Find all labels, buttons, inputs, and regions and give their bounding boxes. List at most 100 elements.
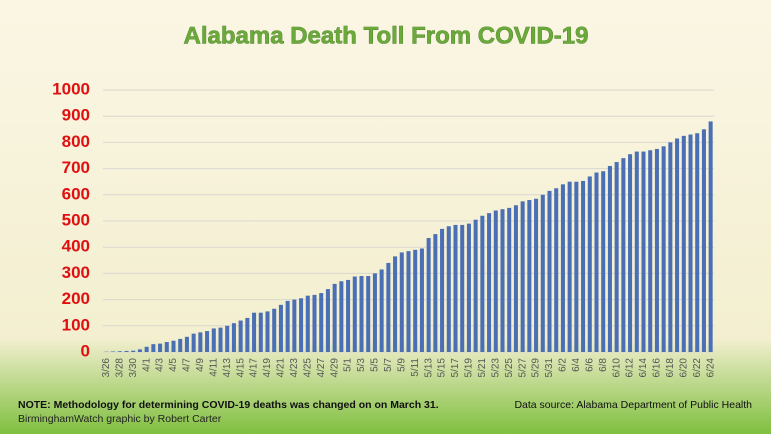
bar: [701, 129, 706, 352]
x-tick-label: 4/3: [155, 358, 166, 372]
y-tick-label: 1000: [52, 79, 90, 98]
x-tick-label: 4/27: [316, 358, 327, 378]
x-tick-label: 4/1: [141, 358, 152, 372]
x-tick-label: 3/26: [101, 358, 112, 378]
x-tick-label: 5/9: [396, 358, 407, 372]
y-tick-label: 600: [62, 184, 90, 203]
bar: [594, 172, 599, 352]
bar: [131, 350, 136, 352]
bar: [446, 226, 451, 352]
bar: [372, 273, 377, 352]
bar: [184, 336, 189, 352]
bar: [668, 142, 673, 352]
bar: [366, 276, 371, 352]
bar: [433, 234, 438, 352]
x-tick-label: 4/13: [222, 358, 233, 378]
bar: [225, 325, 230, 352]
bar: [137, 349, 142, 352]
bar: [527, 200, 532, 352]
bar: [695, 133, 700, 352]
bar: [654, 148, 659, 352]
bar: [386, 262, 391, 352]
x-tick-label: 6/4: [571, 358, 582, 372]
x-tick-label: 5/11: [410, 358, 421, 377]
x-tick-label: 5/27: [517, 358, 528, 378]
bar: [359, 276, 364, 352]
bar: [352, 276, 357, 352]
bar: [540, 194, 545, 352]
y-tick-label: 400: [62, 237, 90, 256]
bar: [507, 207, 512, 352]
bar: [144, 346, 149, 352]
x-tick-label: 4/21: [276, 358, 287, 378]
x-tick-label: 5/5: [370, 358, 381, 372]
bar: [688, 134, 693, 352]
x-tick-label: 4/9: [195, 358, 206, 372]
bar: [299, 298, 304, 352]
bar: [151, 344, 156, 352]
x-tick-label: 5/3: [356, 358, 367, 372]
bar: [607, 165, 612, 352]
bar: [406, 251, 411, 352]
y-tick-label: 100: [62, 315, 90, 334]
bar: [648, 150, 653, 352]
bar: [681, 135, 686, 352]
bar: [560, 184, 565, 352]
x-tick-label: 6/20: [678, 358, 689, 378]
bar: [628, 154, 633, 352]
y-tick-label: 700: [62, 158, 90, 177]
bar: [614, 162, 619, 352]
credit: BirminghamWatch graphic by Robert Carter: [18, 413, 222, 425]
bar: [460, 224, 465, 352]
bar: [191, 333, 196, 352]
x-tick-label: 5/23: [490, 358, 501, 378]
bar: [480, 215, 485, 352]
bar: [238, 320, 243, 352]
bar: [547, 190, 552, 352]
chart-title: Alabama Death Toll From COVID-19: [184, 22, 589, 49]
x-tick-label: 5/25: [504, 358, 515, 378]
bar: [346, 279, 351, 352]
x-tick-label: 4/11: [208, 358, 219, 377]
bar: [339, 281, 344, 352]
x-tick-label: 3/28: [114, 358, 125, 378]
bar: [466, 223, 471, 352]
bar: [258, 312, 263, 352]
x-tick-label: 4/15: [235, 358, 246, 378]
x-tick-label: 5/15: [437, 358, 448, 378]
y-tick-label: 800: [62, 132, 90, 151]
bar: [205, 331, 210, 352]
x-tick-label: 4/19: [262, 358, 273, 378]
x-tick-label: 5/13: [423, 358, 434, 378]
y-tick-label: 200: [62, 289, 90, 308]
x-tick-label: 6/16: [652, 358, 663, 378]
bar: [500, 209, 505, 352]
bar: [493, 210, 498, 352]
bar: [473, 219, 478, 352]
bar: [661, 146, 666, 352]
x-tick-label: 6/18: [665, 358, 676, 378]
x-tick-label: 4/29: [329, 358, 340, 378]
y-tick-label: 0: [81, 341, 90, 360]
x-tick-label: 6/24: [705, 358, 716, 378]
bar: [567, 181, 572, 352]
x-tick-label: 5/17: [450, 358, 461, 378]
bar: [453, 224, 458, 352]
bar: [319, 293, 324, 352]
bar: [292, 299, 297, 352]
x-tick-label: 5/1: [343, 358, 354, 372]
x-tick-label: 6/8: [598, 358, 609, 372]
bar: [278, 304, 283, 352]
note: NOTE: Methodology for determining COVID-…: [18, 399, 439, 411]
x-tick-label: 5/7: [383, 358, 394, 372]
bar: [218, 327, 223, 352]
x-tick-label: 4/23: [289, 358, 300, 378]
x-tick-label: 6/2: [558, 358, 569, 372]
bar: [393, 256, 398, 352]
x-tick-label: 6/14: [638, 358, 649, 378]
bar: [164, 342, 169, 352]
x-tick-label: 6/10: [611, 358, 622, 378]
bar: [419, 248, 424, 352]
bar: [285, 300, 290, 352]
